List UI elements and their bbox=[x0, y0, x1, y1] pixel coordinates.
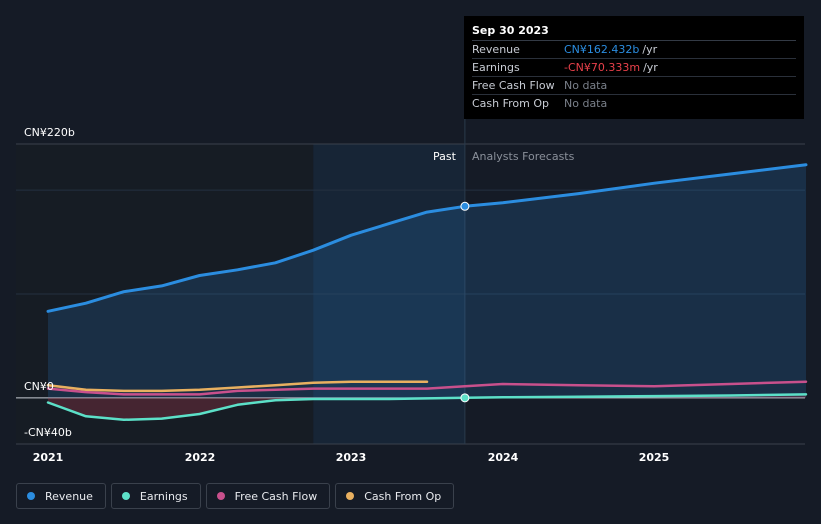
tooltip-label: Earnings bbox=[472, 61, 520, 74]
tooltip-row-free-cash-flow: Free Cash Flow No data bbox=[472, 77, 796, 95]
x-tick-2022: 2022 bbox=[184, 451, 216, 464]
tooltip-label: Cash From Op bbox=[472, 97, 550, 110]
tooltip-label: Revenue bbox=[472, 43, 520, 56]
legend-label: Revenue bbox=[45, 489, 93, 503]
tooltip-value: No data bbox=[564, 97, 608, 110]
legend-item-earnings[interactable]: Earnings bbox=[110, 483, 201, 509]
earnings-highlight-point bbox=[460, 393, 470, 403]
y-tick-label-bottom: -CN¥40b bbox=[24, 426, 72, 439]
tooltip-date: Sep 30 2023 bbox=[472, 22, 796, 41]
x-tick-2021: 2021 bbox=[32, 451, 64, 464]
y-tick-label-top: CN¥220b bbox=[24, 126, 75, 139]
x-tick-2024: 2024 bbox=[487, 451, 519, 464]
tooltip-unit: /yr bbox=[643, 61, 658, 74]
legend: Revenue Earnings Free Cash Flow Cash Fro… bbox=[16, 483, 455, 509]
revenue-area bbox=[48, 164, 806, 398]
revenue-dot-icon bbox=[27, 492, 35, 500]
revenue-highlight-point bbox=[460, 201, 470, 211]
free-cash-flow-dot-icon bbox=[216, 492, 225, 500]
free-cash-flow-line bbox=[46, 380, 808, 396]
y-tick-label-zero: CN¥0 bbox=[24, 380, 54, 393]
tooltip-value: CN¥162.432b bbox=[564, 43, 640, 56]
revenue-line bbox=[46, 163, 808, 313]
tooltip-value: -CN¥70.333m bbox=[564, 61, 641, 74]
x-tick-2025: 2025 bbox=[638, 451, 670, 464]
legend-label: Earnings bbox=[139, 489, 188, 503]
earnings-area bbox=[48, 394, 806, 420]
forecast-label: Analysts Forecasts bbox=[472, 150, 575, 163]
x-tick-2023: 2023 bbox=[335, 451, 367, 464]
legend-label: Free Cash Flow bbox=[234, 489, 318, 503]
cash-from-op-dot-icon bbox=[346, 492, 355, 500]
earnings-dot-icon bbox=[121, 492, 130, 500]
tooltip-row-cash-from-op: Cash From Op No data bbox=[472, 95, 796, 112]
legend-item-cash-from-op[interactable]: Cash From Op bbox=[335, 483, 455, 509]
earnings-line bbox=[46, 393, 808, 422]
tooltip: Sep 30 2023 Revenue CN¥162.432b /yr Earn… bbox=[464, 16, 804, 119]
legend-label: Cash From Op bbox=[364, 489, 442, 503]
legend-item-free-cash-flow[interactable]: Free Cash Flow bbox=[205, 483, 331, 509]
tooltip-row-revenue: Revenue CN¥162.432b /yr bbox=[472, 41, 796, 59]
cash-from-op-line bbox=[46, 380, 429, 393]
legend-item-revenue[interactable]: Revenue bbox=[16, 483, 106, 509]
tooltip-value: No data bbox=[564, 79, 608, 92]
tooltip-unit: /yr bbox=[642, 43, 658, 56]
tooltip-row-earnings: Earnings -CN¥70.333m /yr bbox=[472, 59, 796, 77]
past-label: Past bbox=[433, 150, 456, 163]
tooltip-label: Free Cash Flow bbox=[472, 79, 555, 92]
